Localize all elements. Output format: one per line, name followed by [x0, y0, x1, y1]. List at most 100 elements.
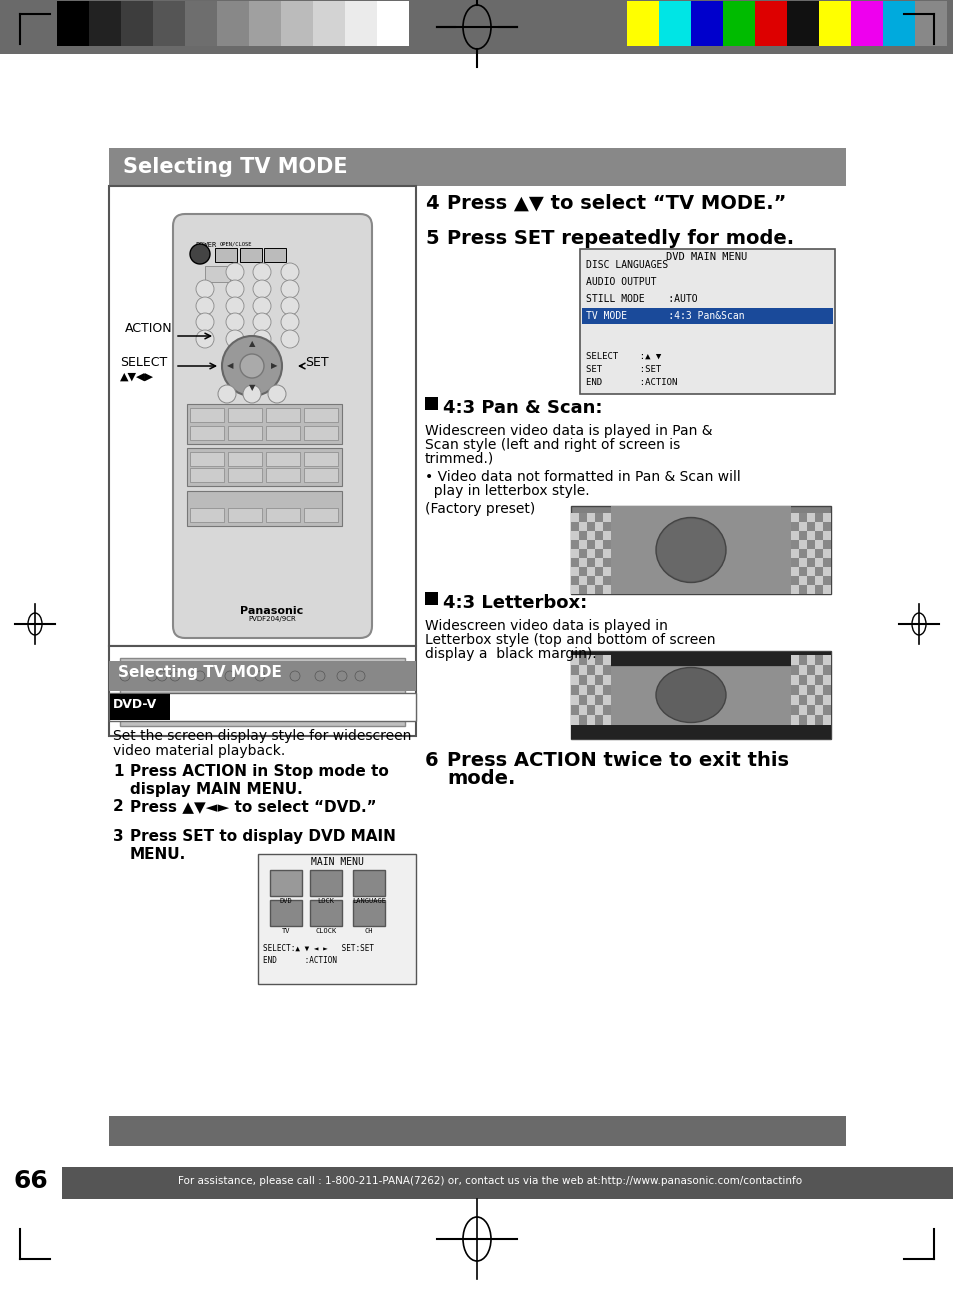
- Bar: [578, 512, 586, 521]
- Bar: [578, 705, 586, 716]
- Text: CH: CH: [364, 928, 373, 934]
- Bar: [571, 506, 830, 594]
- Bar: [799, 685, 806, 695]
- Bar: [264, 248, 286, 261]
- Bar: [790, 705, 799, 716]
- Bar: [602, 540, 610, 549]
- Bar: [818, 1, 850, 47]
- Bar: [586, 705, 595, 716]
- Bar: [595, 540, 602, 549]
- Bar: [109, 661, 416, 691]
- Bar: [790, 531, 799, 540]
- Bar: [595, 549, 602, 558]
- Bar: [109, 88, 845, 1146]
- Circle shape: [218, 386, 235, 402]
- Text: (Factory preset): (Factory preset): [424, 502, 535, 516]
- Circle shape: [314, 672, 325, 681]
- Bar: [578, 558, 586, 567]
- Bar: [586, 567, 595, 576]
- Bar: [304, 509, 337, 521]
- Bar: [595, 558, 602, 567]
- Text: CLOCK: CLOCK: [315, 928, 336, 934]
- Bar: [790, 585, 799, 594]
- Bar: [571, 725, 830, 739]
- Bar: [185, 1, 216, 47]
- Bar: [353, 870, 385, 895]
- Bar: [790, 665, 799, 675]
- Bar: [579, 248, 834, 393]
- Bar: [814, 558, 822, 567]
- Circle shape: [268, 386, 286, 402]
- Text: mode.: mode.: [447, 769, 515, 788]
- Circle shape: [254, 672, 265, 681]
- Bar: [806, 585, 814, 594]
- Text: Widescreen video data is played in Pan &: Widescreen video data is played in Pan &: [424, 424, 712, 437]
- Bar: [806, 675, 814, 685]
- Text: DVD: DVD: [279, 898, 292, 905]
- Bar: [799, 665, 806, 675]
- Bar: [586, 512, 595, 521]
- Bar: [659, 1, 690, 47]
- Text: SELECT:▲ ▼ ◄ ►   SET:SET: SELECT:▲ ▼ ◄ ► SET:SET: [263, 945, 374, 952]
- Bar: [799, 705, 806, 716]
- Circle shape: [226, 280, 244, 298]
- Circle shape: [226, 330, 244, 348]
- Bar: [190, 468, 224, 481]
- Bar: [595, 685, 602, 695]
- Text: SELECT    :▲ ▼: SELECT :▲ ▼: [585, 352, 660, 361]
- Bar: [602, 549, 610, 558]
- Text: MENU.: MENU.: [130, 848, 186, 862]
- Bar: [109, 186, 416, 646]
- Bar: [822, 531, 830, 540]
- Bar: [822, 716, 830, 725]
- Bar: [152, 1, 185, 47]
- Bar: [806, 567, 814, 576]
- Circle shape: [157, 672, 167, 681]
- Bar: [814, 512, 822, 521]
- Bar: [595, 521, 602, 531]
- Text: ▲▼◀▶: ▲▼◀▶: [120, 371, 153, 382]
- Bar: [814, 540, 822, 549]
- Bar: [602, 512, 610, 521]
- Bar: [266, 452, 299, 466]
- Text: Press ▲▼◄► to select “DVD.”: Press ▲▼◄► to select “DVD.”: [130, 798, 376, 814]
- Bar: [626, 1, 659, 47]
- Circle shape: [253, 313, 271, 331]
- Bar: [822, 695, 830, 705]
- Bar: [790, 558, 799, 567]
- Bar: [806, 549, 814, 558]
- Text: DVD MAIN MENU: DVD MAIN MENU: [666, 252, 747, 261]
- Circle shape: [243, 386, 261, 402]
- Text: END       :ACTION: END :ACTION: [585, 378, 677, 387]
- Bar: [822, 675, 830, 685]
- Bar: [790, 521, 799, 531]
- Bar: [310, 870, 341, 895]
- Text: DVD-V: DVD-V: [112, 697, 157, 710]
- Bar: [424, 591, 437, 606]
- Bar: [190, 509, 224, 521]
- Bar: [0, 1167, 62, 1200]
- Ellipse shape: [657, 519, 724, 581]
- Bar: [822, 576, 830, 585]
- Bar: [814, 531, 822, 540]
- Bar: [571, 585, 578, 594]
- Text: Press SET repeatedly for mode.: Press SET repeatedly for mode.: [447, 229, 793, 248]
- Bar: [187, 448, 341, 487]
- Text: LANGUAGE: LANGUAGE: [352, 898, 386, 905]
- Bar: [190, 408, 224, 422]
- Text: TV MODE       :4:3 Pan&Scan: TV MODE :4:3 Pan&Scan: [585, 311, 744, 321]
- Bar: [578, 585, 586, 594]
- Circle shape: [226, 298, 244, 314]
- Bar: [822, 567, 830, 576]
- Bar: [806, 558, 814, 567]
- Bar: [822, 705, 830, 716]
- Bar: [822, 665, 830, 675]
- Text: 6: 6: [424, 751, 438, 770]
- Text: TV: TV: [281, 928, 290, 934]
- Bar: [571, 675, 578, 685]
- Text: OPEN/CLOSE: OPEN/CLOSE: [220, 242, 253, 247]
- Bar: [578, 540, 586, 549]
- Bar: [571, 716, 578, 725]
- Bar: [571, 652, 830, 666]
- Bar: [806, 540, 814, 549]
